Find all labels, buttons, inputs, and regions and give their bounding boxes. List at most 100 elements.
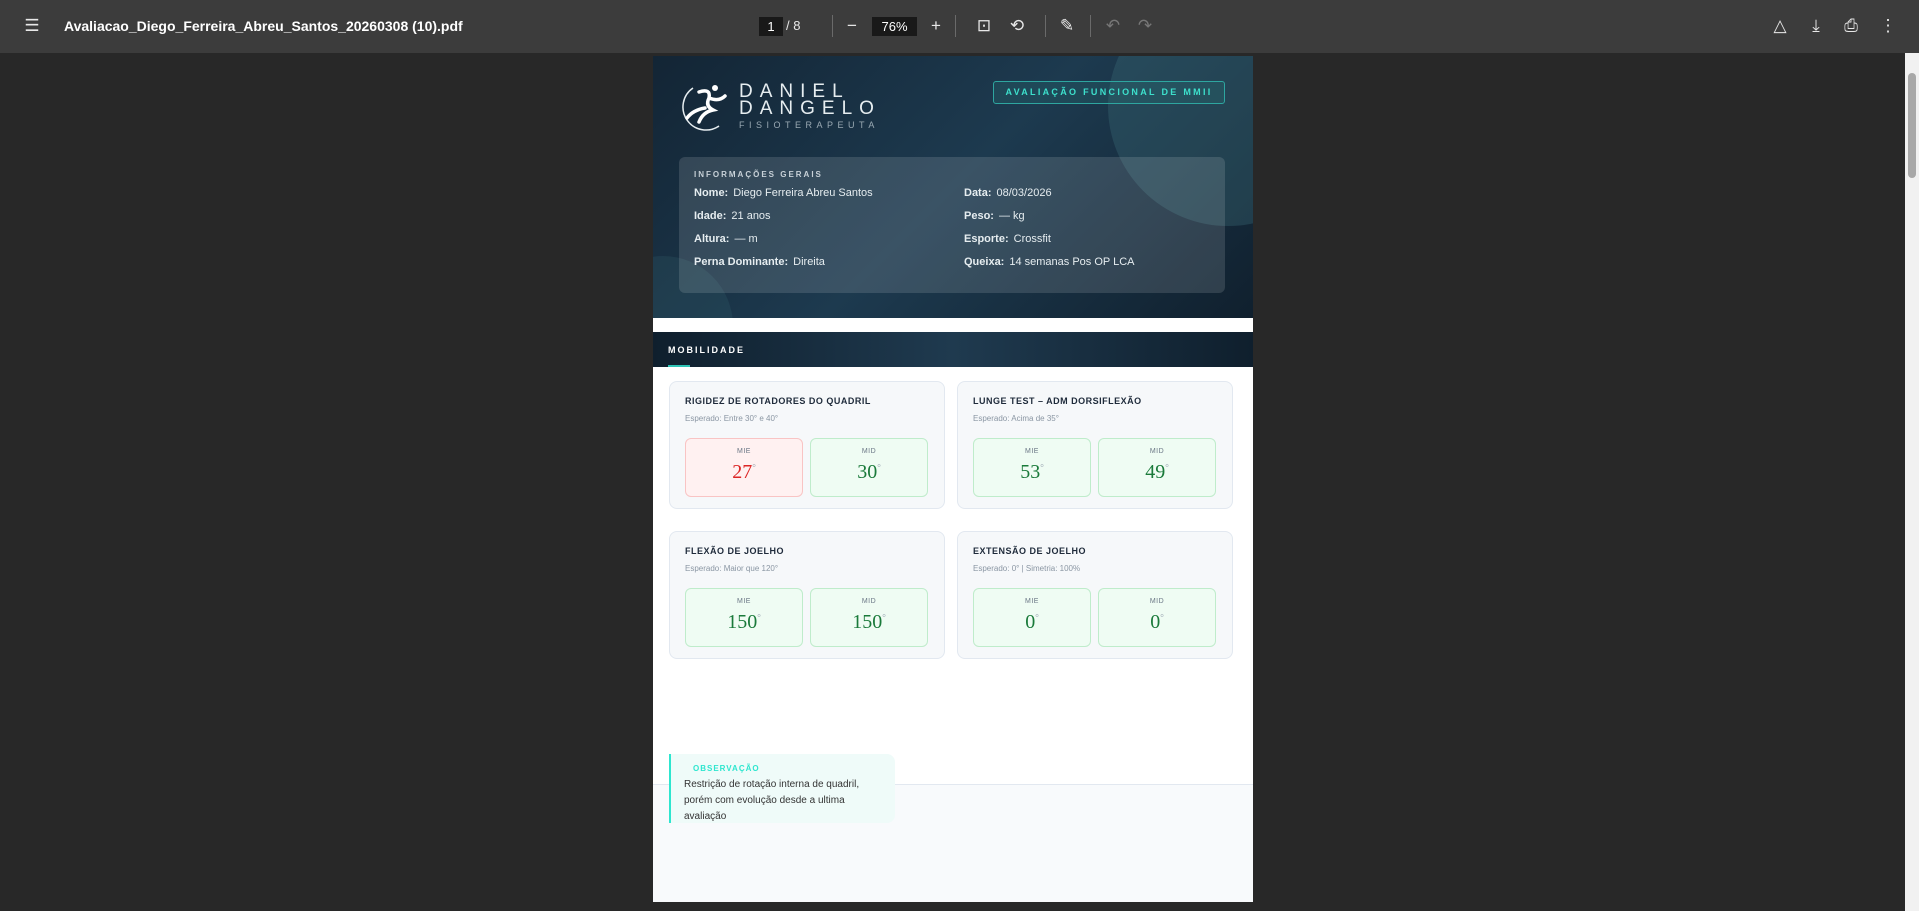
file-title: Avaliacao_Diego_Ferreira_Abreu_Santos_20…	[64, 18, 463, 34]
info-value: 14 semanas Pos OP LCA	[1009, 256, 1135, 268]
degree-symbol: °	[882, 612, 886, 623]
info-label: Peso:	[964, 210, 994, 222]
card-title: RIGIDEZ DE ROTADORES DO QUADRIL	[685, 396, 871, 406]
card-expected: Esperado: Entre 30° e 40°	[685, 414, 779, 423]
card-title: LUNGE TEST – ADM DORSIFLEXÃO	[973, 396, 1142, 406]
divider	[1045, 15, 1046, 37]
divider	[1090, 15, 1091, 37]
info-label: Altura:	[694, 233, 730, 245]
info-field: Esporte: Crossfit	[964, 233, 1224, 245]
card-expected: Esperado: Maior que 120°	[685, 564, 779, 573]
measure-label: MID	[1149, 448, 1165, 455]
menu-icon[interactable]: ☰	[24, 16, 40, 35]
general-info-panel: INFORMAÇÕES GERAIS Nome: Diego Ferreira A…	[679, 157, 1225, 293]
measure-mid: MID 0°	[1098, 588, 1216, 647]
info-value: 08/03/2026	[996, 187, 1052, 199]
measure-label: MID	[861, 448, 877, 455]
info-heading: INFORMAÇÕES GERAIS	[694, 170, 823, 179]
measure-value: 27°	[686, 461, 802, 484]
measure-number: 30	[857, 461, 878, 483]
measure-card: FLEXÃO DE JOELHO Esperado: Maior que 120…	[669, 531, 945, 659]
measure-label: MID	[1149, 598, 1165, 605]
info-field: Data: 08/03/2026	[964, 187, 1224, 199]
info-value: — kg	[998, 210, 1025, 222]
info-value: Direita	[793, 256, 825, 268]
measure-card: LUNGE TEST – ADM DORSIFLEXÃO Esperado: A…	[957, 381, 1233, 509]
zoom-in-icon[interactable]: +	[931, 16, 941, 35]
page-number-input[interactable]: 1	[759, 17, 783, 36]
measure-value: 49°	[1099, 461, 1215, 484]
fit-page-icon[interactable]: ⊡	[976, 16, 992, 35]
card-title: EXTENSÃO DE JOELHO	[973, 546, 1087, 556]
measure-mid: MID 30°	[810, 438, 928, 497]
pdf-toolbar: ☰ Avaliacao_Diego_Ferreira_Abreu_Santos_…	[0, 0, 1919, 53]
info-label: Queixa:	[964, 256, 1005, 268]
download-icon[interactable]: ⤓	[1812, 16, 1820, 35]
section-underline	[668, 365, 690, 367]
measure-value: 150°	[811, 611, 927, 634]
card-title: FLEXÃO DE JOELHO	[685, 546, 785, 556]
runner-logo-icon	[682, 85, 727, 131]
observation-heading: OBSERVAÇÃO	[693, 764, 760, 773]
logo-subtitle: FISIOTERAPEUTA	[739, 119, 879, 130]
scrollbar[interactable]	[1905, 53, 1919, 911]
info-field: Nome: Diego Ferreira Abreu Santos	[694, 187, 964, 199]
degree-symbol: °	[877, 462, 881, 473]
zoom-input[interactable]: 76%	[872, 17, 917, 36]
print-icon[interactable]: ⎙	[1844, 16, 1858, 35]
info-value: Diego Ferreira Abreu Santos	[733, 187, 873, 199]
rotate-icon[interactable]: ⟲	[1009, 16, 1025, 35]
info-value: Crossfit	[1013, 233, 1051, 245]
section-title: MOBILIDADE	[668, 345, 745, 355]
degree-symbol: °	[757, 612, 761, 623]
info-label: Idade:	[694, 210, 727, 222]
measure-value: 0°	[974, 611, 1090, 634]
spacer	[653, 318, 1253, 332]
measure-label: MIE	[1025, 598, 1039, 605]
page-total-value: 8	[793, 18, 801, 33]
degree-symbol: °	[1160, 612, 1164, 623]
more-options-icon[interactable]: ⋮	[1879, 16, 1897, 35]
info-field: Perna Dominante: Direita	[694, 256, 964, 268]
measure-label: MIE	[737, 448, 751, 455]
degree-symbol: °	[1040, 462, 1044, 473]
divider	[832, 15, 833, 37]
measure-label: MIE	[737, 598, 751, 605]
drive-add-icon[interactable]: △	[1773, 16, 1787, 35]
info-field: Altura: — m	[694, 233, 964, 245]
measure-value: 53°	[974, 461, 1090, 484]
info-value: 21 anos	[731, 210, 771, 222]
measure-mie: MIE 150°	[685, 588, 803, 647]
measure-number: 0	[1150, 611, 1161, 633]
measure-mid: MID 49°	[1098, 438, 1216, 497]
section-header: MOBILIDADE	[653, 332, 1253, 367]
measure-value: 0°	[1099, 611, 1215, 634]
pdf-page: DANIEL DANGELO FISIOTERAPEUTA AVALIAÇÃO …	[653, 56, 1253, 902]
measure-mie: MIE 27°	[685, 438, 803, 497]
info-label: Esporte:	[964, 233, 1009, 245]
card-expected: Esperado: Acima de 35°	[973, 414, 1059, 423]
assessment-badge: AVALIAÇÃO FUNCIONAL DE MMII	[993, 81, 1225, 104]
measure-value: 30°	[811, 461, 927, 484]
draw-icon[interactable]: ✎	[1059, 16, 1075, 35]
info-label: Perna Dominante:	[694, 256, 789, 268]
scrollbar-thumb[interactable]	[1908, 73, 1916, 178]
info-field: Queixa: 14 semanas Pos OP LCA	[964, 256, 1224, 268]
mobility-content: OBSERVAÇÃO Restrição de rotação interna …	[653, 367, 1253, 823]
info-field: Idade: 21 anos	[694, 210, 964, 222]
page-total: / 8	[786, 18, 801, 33]
logo: DANIEL DANGELO FISIOTERAPEUTA	[679, 80, 881, 132]
measure-mie: MIE 53°	[973, 438, 1091, 497]
degree-symbol: °	[1165, 462, 1169, 473]
measure-number: 0	[1025, 611, 1036, 633]
info-field: Peso: — kg	[964, 210, 1224, 222]
logo-line2: DANGELO	[739, 97, 881, 119]
zoom-out-icon[interactable]: −	[847, 16, 857, 35]
undo-icon[interactable]: ↶	[1105, 16, 1121, 35]
measure-card: EXTENSÃO DE JOELHO Esperado: 0° | Simetr…	[957, 531, 1233, 659]
measure-number: 150	[727, 611, 758, 633]
report-header: DANIEL DANGELO FISIOTERAPEUTA AVALIAÇÃO …	[653, 56, 1253, 318]
measure-label: MID	[861, 598, 877, 605]
measure-number: 49	[1145, 461, 1166, 483]
redo-icon[interactable]: ↷	[1137, 16, 1153, 35]
